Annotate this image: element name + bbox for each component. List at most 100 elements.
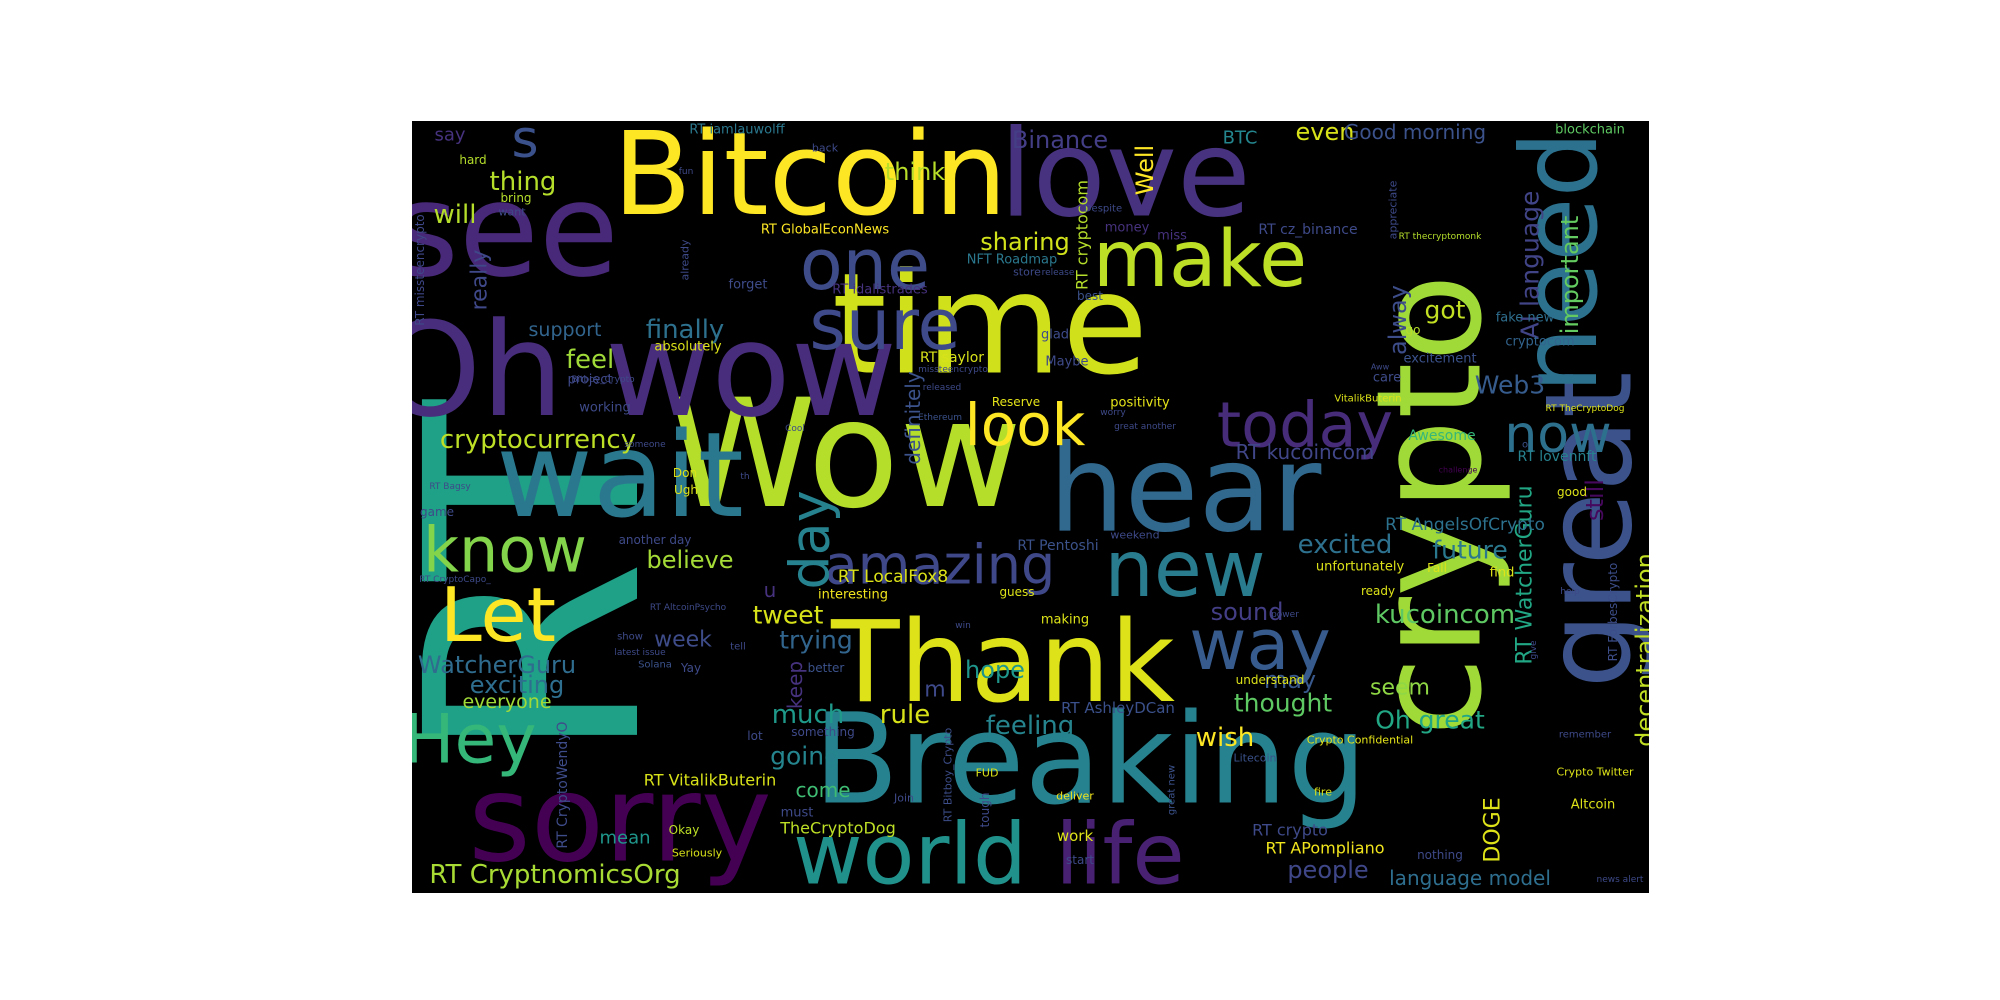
word-see: see <box>412 154 619 306</box>
word-kucoincom: kucoincom <box>1375 600 1515 630</box>
word-keep: keep <box>783 661 807 709</box>
word-got: got <box>1425 296 1466 325</box>
word-time: time <box>832 244 1148 407</box>
word-rt-kucoincom: RT kucoincom <box>1236 440 1375 464</box>
word-awesome: Awesome <box>1408 428 1475 444</box>
word-help: help <box>1560 587 1580 597</box>
word-rt: RT <box>412 396 707 764</box>
word-well: Well <box>1131 145 1159 195</box>
word-don: Don <box>673 466 697 480</box>
word-want: want <box>498 206 526 219</box>
word-altcoin: Altcoin <box>1571 798 1616 813</box>
word-store: store <box>1013 266 1041 279</box>
word-challenge: challenge <box>1439 466 1478 475</box>
word-rt-idalistrades: RT idalistrades <box>832 283 928 298</box>
word-fake-new: fake new <box>1496 311 1555 326</box>
word-show: show <box>617 632 643 643</box>
word-better: better <box>808 661 845 675</box>
word-one: one <box>800 224 930 306</box>
word-go: go <box>1406 323 1421 337</box>
word-tweet: tweet <box>753 601 824 630</box>
word-say: say <box>434 125 465 146</box>
word-released: released <box>923 383 962 393</box>
word-rt-apompliano: RT APompliano <box>1266 839 1385 858</box>
word-nothing: nothing <box>1417 848 1463 862</box>
word-join: Join <box>893 792 914 805</box>
word-now: now <box>1504 405 1611 465</box>
word-rt-bitboy-crypto: RT Bitboy_Crypto <box>942 728 955 823</box>
word-rt-iamlauwolff: RT iamlauwolff <box>689 123 785 138</box>
word-sure: sure <box>809 284 960 366</box>
word-excitement: excitement <box>1403 352 1476 367</box>
word-reserve: Reserve <box>992 395 1040 409</box>
word-rt-vitalikbuterin: RT VitalikButerin <box>644 771 776 790</box>
word-fire: fire <box>1314 786 1332 799</box>
word-rt-saylor: RT saylor <box>920 350 984 366</box>
word-win: win <box>955 621 971 631</box>
word-btc: BTC <box>1223 128 1258 149</box>
word-crypto-twitter: Crypto Twitter <box>1556 766 1634 779</box>
word-oh-wow: Oh wow <box>412 294 897 446</box>
word-fall: Fall <box>1427 561 1447 575</box>
word-hear: hear <box>1049 421 1322 560</box>
word-language-model: language model <box>1389 866 1551 890</box>
word-seem: seem <box>1370 676 1430 701</box>
word-okay: Okay <box>669 823 700 837</box>
word-love: love <box>999 121 1251 245</box>
word-know: know <box>423 514 587 587</box>
word-care: care <box>1373 371 1401 386</box>
word-bring: bring <box>500 191 531 205</box>
word-glad: glad <box>1041 328 1069 343</box>
word-rt-crypto: RT crypto <box>1252 821 1328 840</box>
word-forget: forget <box>729 278 768 293</box>
word-bitboy-crypto: Bitboy_Crypto <box>571 375 635 385</box>
word-hard: hard <box>459 153 486 167</box>
word-yay: Yay <box>680 661 701 675</box>
word-hope: hope <box>965 656 1025 684</box>
word-litecoin: Litecoin <box>1233 752 1276 765</box>
word-guess: guess <box>999 585 1034 599</box>
word-give: give <box>1529 640 1539 660</box>
word-must: must <box>781 806 814 821</box>
word-sharing: sharing <box>980 228 1069 256</box>
word-appreciate: appreciate <box>1387 180 1400 239</box>
word-rt-bagsy: RT Bagsy <box>429 482 471 492</box>
word-important: important <box>1556 216 1584 335</box>
word-today: today <box>1217 389 1393 462</box>
word-will: will <box>434 200 477 230</box>
word-s: s <box>511 121 538 170</box>
word-people: people <box>1287 856 1368 884</box>
word-start: start <box>1066 853 1094 867</box>
word-someone: someone <box>624 440 666 450</box>
word-thecryptodog: TheCryptoDog <box>779 819 895 838</box>
word-decentralization: decentralization <box>1631 553 1649 747</box>
word-hey: Hey <box>412 701 537 780</box>
word-life: life <box>1055 806 1184 894</box>
word-interesting: interesting <box>818 588 888 603</box>
word-deliver: deliver <box>1056 790 1094 803</box>
word-make: make <box>1093 215 1307 305</box>
word-ai-language: AI language <box>1516 191 1545 340</box>
word-may: may <box>1264 666 1316 694</box>
word-cool: Cool <box>785 424 805 434</box>
word-rt-ashleydcan: RT AshleyDCan <box>1061 699 1175 717</box>
word-great: great <box>1521 371 1650 688</box>
word-excited: excited <box>1298 530 1393 560</box>
word-making: making <box>1041 613 1089 628</box>
word-rt-altcoinpsycho: RT AltcoinPsycho <box>650 603 727 613</box>
word-vitalikbuterin: VitalikButerin <box>1334 394 1401 405</box>
word-new: new <box>1104 525 1265 615</box>
word-u: u <box>764 578 777 602</box>
word-good-morning: Good morning <box>1344 121 1486 144</box>
word-feel: feel <box>566 345 614 375</box>
word-news-alert: news alert <box>1597 875 1644 885</box>
word-everyone: everyone <box>462 691 551 713</box>
word-look: look <box>965 391 1086 459</box>
word-rt-globaleconnews: RT GlobalEconNews <box>761 223 890 238</box>
word-rt-localfox8: RT LocalFox8 <box>838 567 948 587</box>
word-rt-forbescrypto: RT ForbesCrypto <box>1606 563 1620 662</box>
word-missteencrypto: missteencrypto <box>918 365 988 375</box>
word-tough: tough <box>978 793 992 828</box>
word-remember: remember <box>1559 730 1612 741</box>
word-feeling: feeling <box>986 711 1075 741</box>
